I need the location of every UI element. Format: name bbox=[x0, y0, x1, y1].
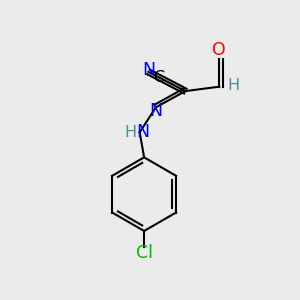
Text: N: N bbox=[142, 61, 155, 80]
Text: H: H bbox=[124, 125, 136, 140]
Text: N: N bbox=[149, 102, 163, 120]
Text: O: O bbox=[212, 41, 226, 59]
Text: N: N bbox=[136, 123, 149, 141]
Text: C: C bbox=[153, 70, 164, 85]
Text: Cl: Cl bbox=[136, 244, 153, 262]
Text: H: H bbox=[227, 78, 239, 93]
